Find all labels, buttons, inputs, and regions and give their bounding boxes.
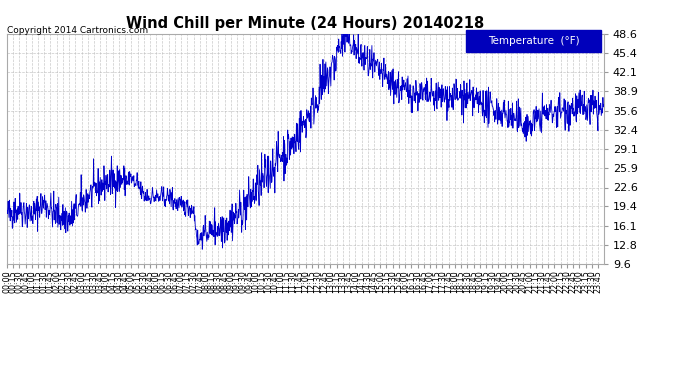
FancyBboxPatch shape <box>466 30 601 52</box>
Text: Temperature  (°F): Temperature (°F) <box>488 36 580 46</box>
Text: Copyright 2014 Cartronics.com: Copyright 2014 Cartronics.com <box>8 26 148 34</box>
Title: Wind Chill per Minute (24 Hours) 20140218: Wind Chill per Minute (24 Hours) 2014021… <box>126 16 484 31</box>
